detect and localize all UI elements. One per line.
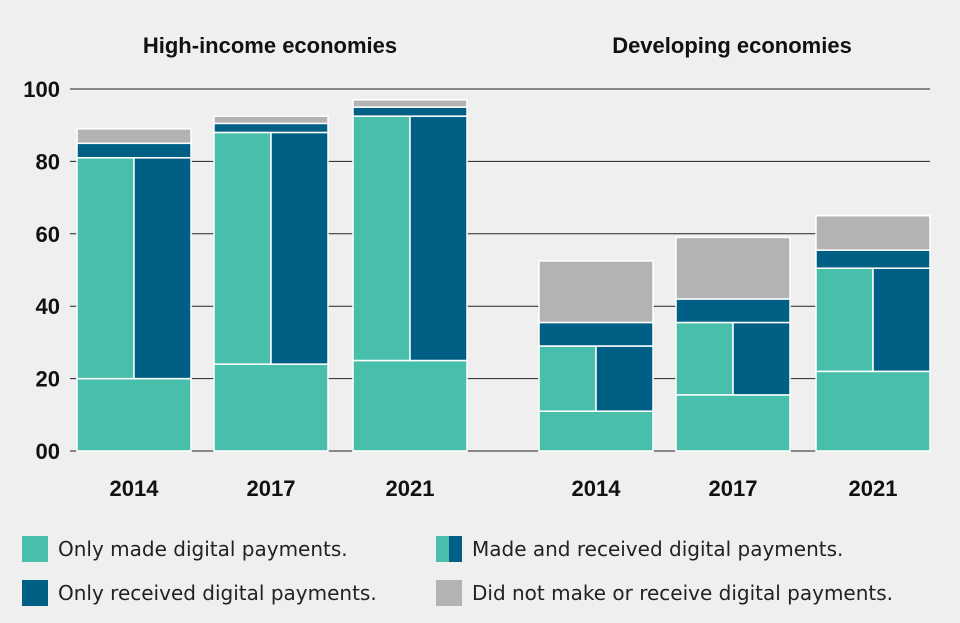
bar-segment-only-made bbox=[76, 377, 192, 452]
bar-segment-only-made bbox=[538, 410, 654, 452]
legend-swatch-only-received bbox=[22, 580, 48, 606]
bar-segment-none bbox=[76, 128, 192, 145]
gridlines bbox=[70, 88, 930, 452]
bar-segment-only-made bbox=[675, 394, 791, 452]
bar-segment-made-received-left bbox=[352, 115, 411, 362]
bar-segment-made-received-left bbox=[538, 345, 597, 412]
y-tick-label: 40 bbox=[36, 294, 60, 319]
legend-label-only-received: Only received digital payments. bbox=[58, 581, 377, 605]
bar-segment-made-received-right bbox=[409, 115, 468, 362]
bar-segment-only-received bbox=[213, 122, 329, 134]
bar-segment-none bbox=[815, 214, 931, 251]
x-tick-label: 2017 bbox=[247, 476, 296, 501]
bar-segment-made-received-right bbox=[270, 131, 329, 365]
bar-segment-made-received-left bbox=[815, 267, 874, 373]
y-tick-label: 100 bbox=[23, 77, 60, 102]
labels: High-income economies Developing economi… bbox=[23, 33, 897, 501]
group-title-high-income: High-income economies bbox=[143, 33, 397, 58]
group-title-developing: Developing economies bbox=[612, 33, 852, 58]
bar-segment-none bbox=[675, 236, 791, 300]
x-tick-label: 2014 bbox=[110, 476, 160, 501]
y-tick-label: 60 bbox=[36, 222, 60, 247]
bar-segment-none bbox=[213, 115, 329, 125]
y-tick-label: 00 bbox=[36, 439, 60, 464]
bar-segment-only-made bbox=[352, 359, 468, 452]
bar-segment-only-received bbox=[76, 142, 192, 159]
legend-label-none: Did not make or receive digital payments… bbox=[472, 581, 893, 605]
bar-segment-only-made bbox=[815, 370, 931, 452]
bar-segment-made-received-right bbox=[872, 267, 931, 373]
bar-segment-made-received-right bbox=[133, 157, 192, 380]
legend-swatch-only-made bbox=[22, 536, 48, 562]
bar-segment-none bbox=[538, 260, 654, 324]
legend-swatch-made-received-left bbox=[436, 536, 449, 562]
bar-segment-only-received bbox=[352, 106, 468, 117]
bar-segment-made-received-left bbox=[213, 131, 272, 365]
legend-label-only-made: Only made digital payments. bbox=[58, 537, 348, 561]
y-tick-label: 20 bbox=[36, 367, 60, 392]
bar-segment-made-received-right bbox=[595, 345, 654, 412]
legend-swatch-made-received-right bbox=[449, 536, 462, 562]
bars bbox=[76, 99, 931, 452]
legend-swatch-none bbox=[436, 580, 462, 606]
bar-segment-only-received bbox=[675, 298, 791, 324]
x-tick-label: 2021 bbox=[849, 476, 898, 501]
legend: Only made digital payments. Made and rec… bbox=[22, 536, 893, 606]
bar-segment-made-received-right bbox=[732, 321, 791, 396]
y-tick-label: 80 bbox=[36, 149, 60, 174]
bar-segment-only-made bbox=[213, 363, 329, 452]
bar-segment-made-received-left bbox=[675, 321, 734, 396]
bar-segment-made-received-left bbox=[76, 157, 135, 380]
bar-segment-none bbox=[352, 99, 468, 108]
bar-segment-only-received bbox=[815, 249, 931, 269]
bar-segment-only-received bbox=[538, 321, 654, 347]
x-tick-label: 2014 bbox=[572, 476, 622, 501]
x-tick-label: 2021 bbox=[386, 476, 435, 501]
x-tick-label: 2017 bbox=[709, 476, 758, 501]
legend-label-made-received: Made and received digital payments. bbox=[472, 537, 843, 561]
